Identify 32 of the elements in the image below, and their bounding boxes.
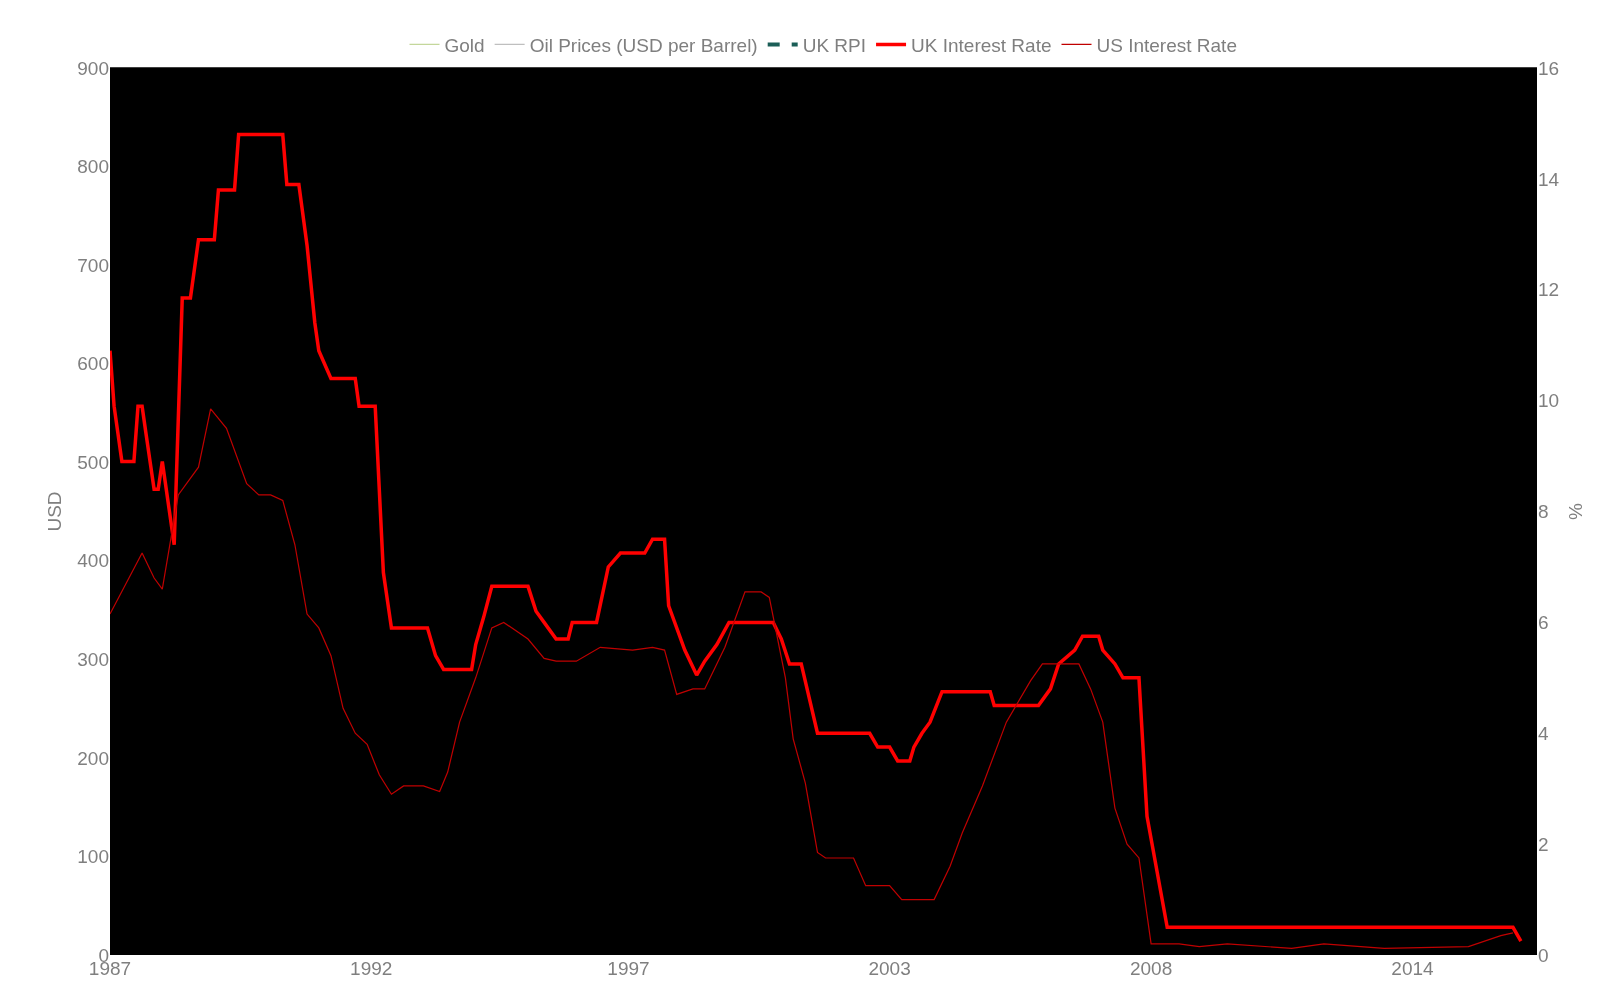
y-tick-label: 400	[77, 550, 109, 572]
y2-tick-label: 8	[1538, 501, 1549, 523]
y-tick-label: 300	[77, 648, 109, 670]
legend-label: UK RPI	[802, 34, 867, 56]
y-tick-label: 200	[77, 747, 109, 769]
legend-label: UK Interest Rate	[911, 34, 1052, 56]
y2-tick-label: 12	[1538, 279, 1560, 301]
y2-tick-label: 16	[1538, 57, 1560, 79]
y2-tick-label: 2	[1538, 833, 1549, 855]
x-tick-label: 1992	[350, 958, 393, 979]
x-tick-label: 2014	[1391, 958, 1435, 979]
line-series	[110, 132, 1523, 943]
line-series	[110, 408, 1514, 949]
y-tick-label: 900	[77, 57, 109, 79]
x-tick-label: 2003	[868, 958, 911, 979]
x-tick-label: 2008	[1129, 958, 1173, 979]
y-tick-label: 700	[77, 254, 109, 276]
y-axis-title: USD	[44, 491, 66, 532]
legend-label: Oil Prices (USD per Barrel)	[529, 34, 758, 56]
x-tick-label: 1997	[607, 958, 650, 979]
y2-axis-title: %	[1565, 502, 1587, 520]
y-tick-label: 500	[77, 451, 109, 473]
y2-tick-label: 6	[1538, 612, 1549, 634]
y-tick-label: 600	[77, 353, 109, 375]
y2-tick-label: 14	[1538, 168, 1560, 190]
y-tick-label: 100	[77, 846, 109, 868]
y2-tick-label: 10	[1538, 390, 1560, 412]
y2-tick-label: 4	[1538, 722, 1549, 744]
legend-label: Gold	[444, 34, 485, 56]
legend-label: US Interest Rate	[1096, 34, 1237, 56]
y-tick-label: 800	[77, 156, 109, 178]
y2-tick-label: 0	[1538, 944, 1549, 966]
